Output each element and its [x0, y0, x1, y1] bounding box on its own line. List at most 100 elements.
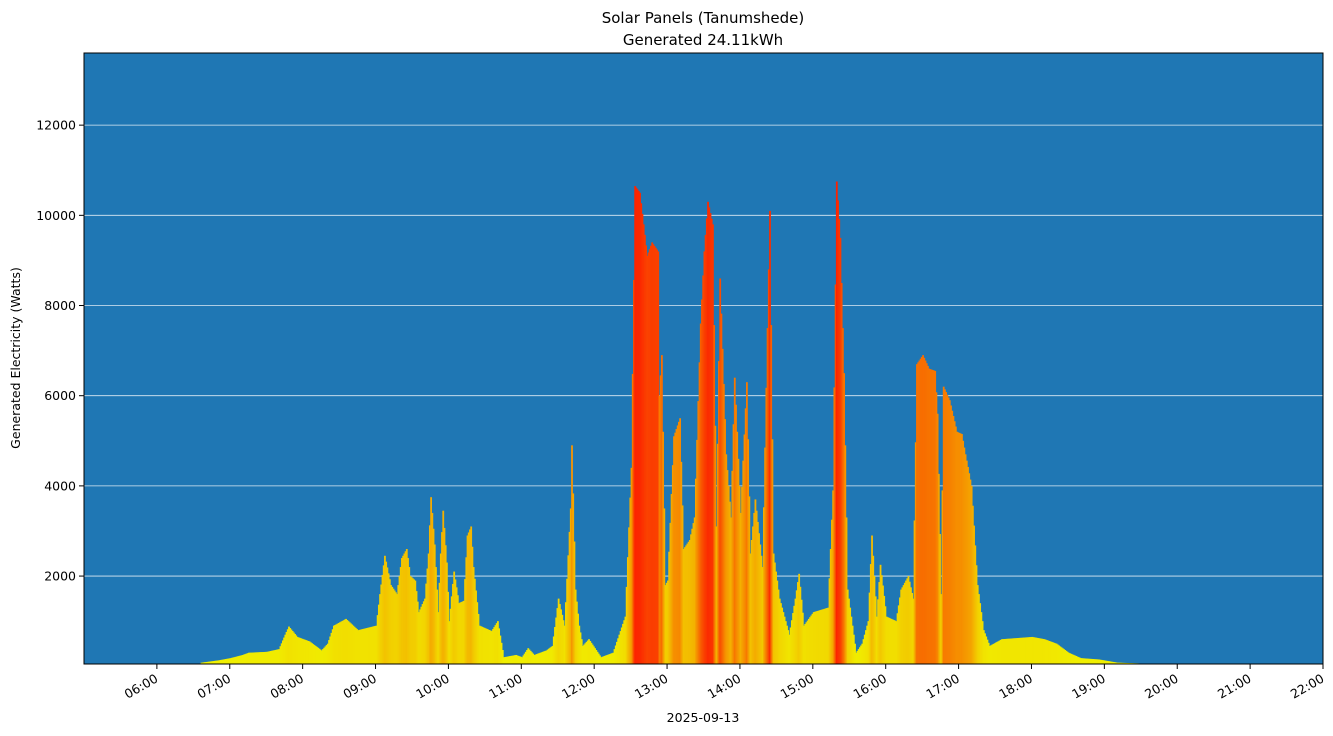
bar [590, 642, 593, 664]
bar [792, 613, 794, 664]
bar [884, 606, 887, 664]
bar [767, 269, 770, 664]
bar [935, 392, 938, 664]
bar [933, 370, 935, 664]
bar [899, 597, 901, 664]
bar [1050, 641, 1053, 664]
bar [712, 224, 714, 664]
bar [605, 655, 607, 664]
bar [878, 582, 881, 664]
bar [207, 661, 210, 664]
bar [880, 575, 883, 664]
bar [936, 413, 939, 664]
bar [492, 629, 494, 664]
bar [828, 578, 831, 664]
bar [622, 623, 624, 664]
bar [786, 625, 788, 664]
bar [679, 418, 682, 664]
bar [271, 650, 273, 664]
bar [386, 567, 389, 664]
bar [835, 181, 838, 664]
bar [299, 637, 301, 664]
bar [448, 621, 451, 664]
bar [577, 613, 579, 664]
bar [1022, 637, 1025, 664]
bar [628, 527, 630, 664]
bar [1027, 637, 1030, 664]
bar [910, 587, 912, 664]
bar [422, 601, 425, 664]
bar [384, 555, 386, 664]
bar [798, 573, 801, 664]
bar [283, 637, 286, 664]
bar [418, 612, 420, 664]
bar [731, 470, 734, 664]
bar [511, 655, 514, 664]
bar [776, 580, 779, 664]
bar [892, 620, 895, 664]
bar [919, 358, 922, 664]
bar [846, 589, 849, 664]
bar [1010, 638, 1013, 664]
bar [807, 618, 810, 664]
bar [1038, 638, 1041, 664]
bar [359, 629, 362, 664]
x-tick-label: 09:00 [340, 671, 379, 702]
bar [294, 633, 296, 664]
bar [1070, 653, 1073, 664]
bar [1094, 659, 1097, 664]
bar [335, 624, 338, 664]
bar [823, 608, 826, 664]
bar [917, 362, 920, 664]
bar [939, 533, 941, 664]
x-axis-label: 2025-09-13 [667, 710, 740, 725]
bar [1026, 637, 1029, 664]
bar [997, 641, 1000, 664]
x-tick-label: 14:00 [705, 671, 744, 702]
bar [531, 652, 533, 664]
bar [471, 546, 474, 664]
bar [1065, 650, 1068, 664]
y-tick-label: 12000 [36, 118, 76, 133]
bar [941, 490, 944, 664]
bar [971, 505, 974, 664]
bar [743, 434, 746, 664]
bar [841, 328, 844, 664]
x-tick-label: 18:00 [996, 671, 1035, 702]
x-tick-label: 11:00 [486, 671, 525, 702]
bar [662, 431, 665, 664]
bar [303, 639, 306, 664]
bar [630, 467, 633, 664]
bar [404, 551, 407, 664]
bar [788, 634, 791, 664]
bar [573, 541, 576, 664]
bar [255, 652, 258, 664]
bar [1110, 661, 1113, 664]
bar [1090, 658, 1093, 664]
bar [510, 655, 513, 664]
x-tick-label: 22:00 [1288, 671, 1327, 702]
plot-frame [83, 52, 1324, 665]
bar [514, 655, 516, 664]
bar [821, 609, 824, 664]
bar [433, 544, 436, 664]
bar [529, 650, 532, 664]
bar [906, 578, 909, 664]
bar [724, 419, 726, 664]
bar [1089, 658, 1092, 664]
bar [942, 386, 945, 664]
bar [818, 610, 821, 664]
x-tick-label: 17:00 [923, 671, 962, 702]
bar [431, 512, 434, 664]
bar [582, 645, 584, 664]
x-tick-label: 19:00 [1069, 671, 1108, 702]
bar [903, 582, 906, 664]
bar [702, 275, 705, 664]
bar [964, 454, 967, 664]
bar [952, 415, 955, 664]
bar [874, 596, 877, 664]
bar [326, 643, 329, 664]
bar [715, 526, 718, 664]
bar [387, 573, 390, 664]
bar [291, 631, 294, 664]
